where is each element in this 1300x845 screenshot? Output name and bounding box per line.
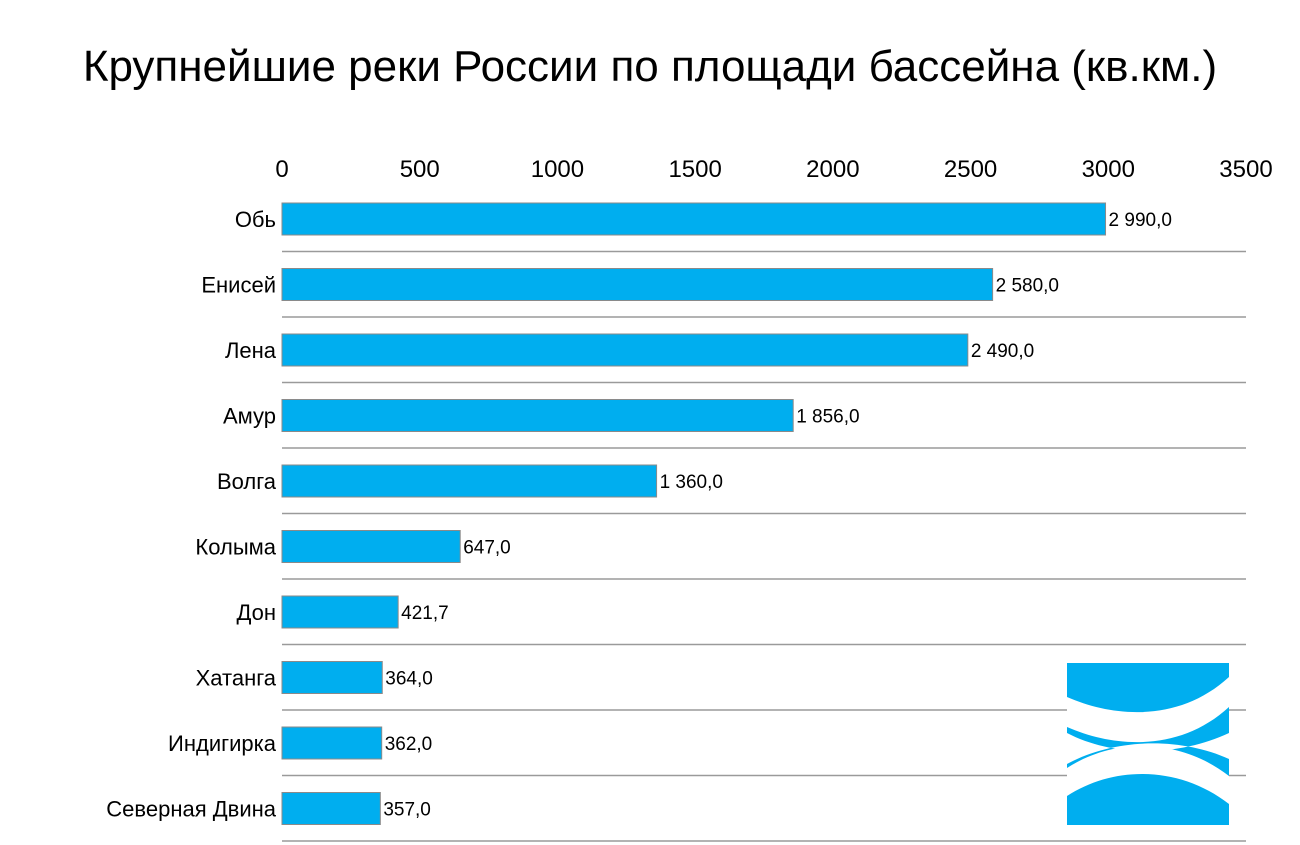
value-labels: 2 990,0 2 580,0 2 490,0 1 856,0 1 360,0 647,0… [383,210,1172,821]
bar [281,333,969,367]
value-label: 421,7 [401,603,449,624]
bar [281,464,658,498]
x-tick-label: 1000 [531,156,584,183]
x-tick-label: 1500 [668,156,721,183]
logo-wave-1 [1067,677,1229,743]
bar [281,661,383,694]
bar [281,595,399,629]
category-label: Колыма [195,535,276,560]
category-label: Северная Двина [106,797,276,822]
category-label: Хатанга [196,666,277,691]
logo-wave-3 [1067,746,1229,804]
x-tick-label: 3000 [1082,156,1135,183]
category-label: Волга [217,469,277,494]
x-tick-label: 2000 [806,156,859,183]
x-tick-label: 500 [400,156,440,183]
river-waves-logo [1067,663,1229,825]
bar [281,726,383,760]
bars [281,202,1107,825]
x-tick-label: 0 [275,156,288,183]
value-label: 364,0 [385,669,433,690]
value-label: 2 990,0 [1109,210,1172,231]
value-label: 1 360,0 [660,472,723,493]
bar [281,530,461,563]
category-label: Индигирка [168,731,277,756]
chart-title: Крупнейшие реки России по площади бассей… [82,42,1218,91]
category-label: Дон [236,600,276,625]
value-label: 362,0 [385,734,433,755]
bar [281,792,381,825]
category-label: Амур [223,404,276,429]
x-tick-label: 2500 [944,156,997,183]
category-label: Лена [225,338,277,363]
category-label: Енисей [201,273,276,298]
value-label: 2 580,0 [996,276,1059,297]
bar [281,202,1107,236]
value-label: 1 856,0 [796,407,859,428]
x-axis-ticks: 0 500 1000 1500 2000 2500 3000 3500 [275,156,1272,183]
bar [281,268,994,301]
category-label: Обь [235,207,276,232]
value-label: 647,0 [463,538,511,559]
row-separators [282,250,1246,842]
bar [281,399,794,432]
value-label: 2 490,0 [971,341,1034,362]
value-label: 357,0 [383,800,431,821]
category-labels: Обь Енисей Лена Амур Волга Колыма Дон Хатанга Ин… [106,207,276,822]
x-tick-label: 3500 [1219,156,1272,183]
